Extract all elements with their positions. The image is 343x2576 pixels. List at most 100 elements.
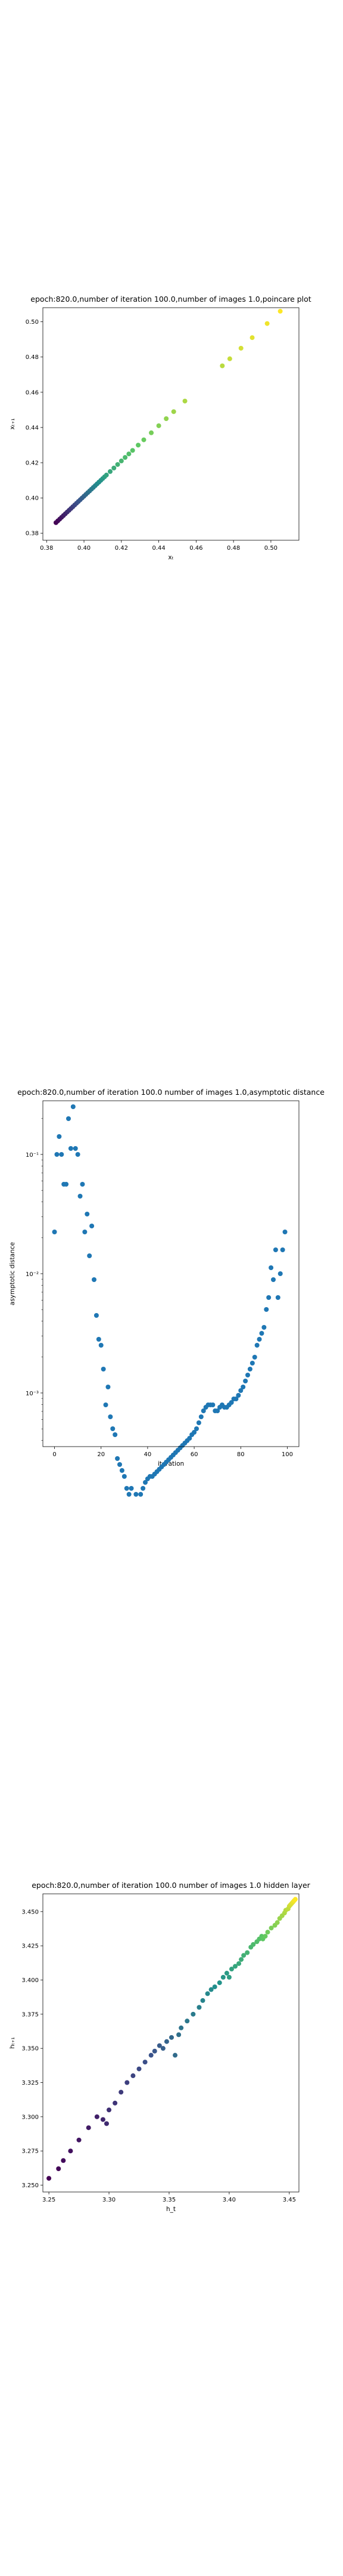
x-tick-label: 0.48 — [227, 545, 240, 552]
data-point — [141, 1486, 146, 1491]
plot-frame — [42, 1100, 300, 1447]
x-axis-label: xₜ — [168, 554, 173, 561]
poincare-plot-figure: epoch:820.0,number of iteration 100.0,nu… — [9, 295, 311, 561]
data-point — [277, 308, 283, 314]
data-point — [64, 1182, 69, 1187]
data-point — [275, 1295, 280, 1300]
asymptotic-distance-figure: epoch:820.0,number of iteration 100.0 nu… — [9, 1088, 325, 1497]
data-point — [75, 1152, 80, 1157]
data-point — [245, 1950, 250, 1955]
data-point — [164, 2039, 169, 2044]
data-point — [59, 1152, 64, 1157]
data-point — [57, 1134, 62, 1139]
data-point — [129, 1486, 134, 1491]
data-point — [263, 1934, 268, 1939]
data-point — [104, 2121, 109, 2126]
x-tick-label: 0.44 — [152, 545, 165, 552]
data-point — [119, 459, 124, 464]
y-tick-label: 3.450 — [21, 1909, 39, 1915]
x-tick-label: 0.50 — [264, 545, 277, 552]
data-point — [220, 363, 225, 369]
data-point — [157, 2043, 162, 2048]
data-point — [56, 2166, 61, 2172]
data-point — [220, 1974, 226, 1980]
data-point — [241, 1953, 247, 1958]
data-point — [89, 1224, 95, 1228]
data-point — [107, 469, 113, 474]
y-tick-label: 3.325 — [21, 2080, 39, 2086]
data-point — [148, 2052, 154, 2058]
data-point — [113, 1432, 118, 1437]
data-point — [257, 1337, 262, 1342]
data-point — [280, 1247, 285, 1252]
data-point — [68, 2148, 73, 2154]
data-point — [229, 1400, 234, 1405]
data-point — [117, 1462, 122, 1467]
data-point — [52, 1230, 57, 1234]
data-point — [96, 1337, 101, 1342]
data-point — [156, 423, 161, 428]
data-point — [196, 1420, 201, 1425]
data-point — [98, 1343, 104, 1348]
y-tick-label: 0.46 — [26, 389, 39, 396]
data-point — [113, 2100, 118, 2106]
x-tick-label: 80 — [237, 1451, 245, 1458]
data-point — [217, 1980, 222, 1986]
data-point — [236, 1393, 241, 1398]
data-point — [259, 1331, 264, 1336]
data-point — [61, 2158, 66, 2163]
y-tick-label: 0.48 — [26, 354, 39, 361]
data-point — [264, 1307, 269, 1312]
data-point — [182, 398, 188, 404]
data-point — [149, 430, 154, 435]
data-point — [200, 1998, 205, 2003]
data-point — [110, 1426, 116, 1431]
data-point — [173, 2052, 178, 2058]
data-point — [152, 2048, 157, 2054]
data-point — [130, 2073, 136, 2079]
data-point — [275, 1920, 280, 1925]
data-point — [197, 2005, 202, 2010]
data-point — [233, 1397, 239, 1401]
data-point — [68, 1146, 73, 1151]
data-point — [247, 1367, 252, 1371]
y-axis-label: hₜ₊₁ — [9, 2037, 16, 2049]
data-point — [77, 1194, 83, 1199]
data-point — [185, 2018, 190, 2024]
data-point — [212, 1984, 217, 1989]
x-tick-label: 0.38 — [40, 545, 53, 552]
data-point — [93, 1313, 99, 1318]
data-point — [292, 1897, 298, 1902]
data-point — [266, 1295, 272, 1300]
chart-title: epoch:820.0,number of iteration 100.0,nu… — [30, 295, 311, 304]
data-point — [198, 1414, 204, 1419]
data-point — [141, 437, 146, 442]
y-tick-label: 3.425 — [21, 1943, 39, 1950]
data-point — [250, 1361, 255, 1366]
hidden-layer-figure: epoch:820.0,number of iteration 100.0 nu… — [9, 1881, 311, 2213]
data-point — [269, 1265, 274, 1270]
y-axis-label: xₜ₊₁ — [9, 418, 16, 429]
data-point — [105, 1385, 111, 1389]
y-tick-label: 3.300 — [21, 2114, 39, 2120]
data-point — [160, 2046, 166, 2051]
data-point — [187, 1436, 192, 1441]
data-point — [94, 2114, 99, 2119]
chart-title: epoch:820.0,number of iteration 100.0 nu… — [32, 1881, 310, 1890]
data-point — [115, 462, 120, 467]
data-point — [271, 1277, 276, 1282]
data-point — [104, 472, 109, 478]
data-point — [138, 1492, 144, 1497]
x-axis-label: h_t — [166, 2206, 176, 2213]
data-point — [233, 1964, 238, 1969]
data-point — [124, 2080, 130, 2085]
y-tick-label: 0.42 — [26, 460, 39, 467]
data-point — [103, 1402, 108, 1407]
data-point — [241, 1385, 246, 1389]
data-point — [250, 335, 255, 340]
data-point — [130, 448, 135, 453]
x-tick-label: 3.25 — [42, 2197, 55, 2203]
data-point — [264, 321, 270, 326]
y-tick-label: 10⁻² — [26, 1271, 39, 1278]
y-tick-label: 10⁻³ — [26, 1391, 39, 1397]
